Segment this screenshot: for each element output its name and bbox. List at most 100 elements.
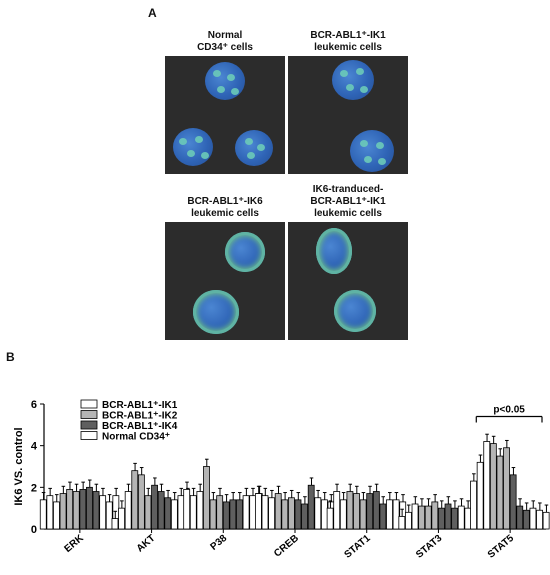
bar [170,499,178,530]
caption-line: BCR-ABL1⁺-IK6 [187,196,263,207]
bar [268,497,276,530]
bar [457,505,465,530]
bar [522,509,530,530]
bar [99,495,107,530]
bar [86,486,93,530]
bar [471,509,478,530]
bar [105,501,113,530]
caption-line: leukemic cells [191,208,259,219]
x-tick-label: STAT3 [414,533,445,561]
bar [222,501,230,530]
micrograph-ik6-transduced [288,222,408,340]
bar [261,495,269,530]
bar [438,507,445,530]
bar [242,495,250,530]
bar [255,493,263,530]
bar [203,466,210,530]
caption-line: leukemic cells [314,42,382,53]
x-tick-label: CREB [272,533,301,560]
bar [464,507,472,530]
caption-line: BCR-ABL1⁺-IK1 [310,196,386,207]
bar [496,455,504,530]
legend-swatch [80,410,98,419]
bar [301,503,309,530]
y-axis-label: IK6 VS. control [13,427,25,505]
bar [118,507,125,530]
bar [509,474,517,530]
caption-line: IK6-tranduced- [312,184,384,195]
bar [489,443,497,530]
bar [157,491,165,530]
bar [339,499,347,530]
bar [66,489,74,530]
bar [164,497,172,530]
bar [189,495,197,530]
y-tick-label: 0 [31,524,37,536]
bar [144,495,152,530]
bar [112,495,120,530]
legend-swatch [80,420,98,430]
bar [131,470,139,530]
bar [46,495,54,530]
legend-label: BCR-ABL1⁺-IK4 [102,421,178,432]
caption-line: BCR-ABL1⁺-IK1 [310,30,386,41]
caption-line: CD34⁺ cells [197,42,253,53]
bar [353,493,360,530]
bar [529,507,537,530]
bar [111,518,119,530]
bar [281,499,289,530]
y-tick-label: 4 [31,441,38,453]
legend-label: Normal CD34⁺ [102,432,170,443]
bar [333,491,341,530]
x-tick-label: ERK [63,532,87,554]
x-tick-label: STAT1 [342,533,373,561]
x-tick-label: STAT5 [486,533,517,561]
bar [216,495,224,530]
micrograph-ik1-leukemic [288,56,408,174]
panel-b-label: B [6,350,15,364]
bar [79,489,87,530]
bar [151,484,158,530]
bar [398,516,406,530]
bar [483,441,491,530]
bar [236,499,243,530]
bar [249,495,257,530]
bar [424,505,432,530]
bar [196,491,204,530]
bar [320,499,328,530]
bar [307,484,315,530]
bar [183,489,191,530]
significance-label: p<0.05 [493,405,525,416]
bar [327,501,335,530]
y-tick-label: 6 [31,399,37,411]
legend-swatch [80,431,98,440]
bar [536,509,543,530]
caption-ik6-transduced: IK6-tranduced- BCR-ABL1⁺-IK1 leukemic ce… [285,184,411,220]
bar [516,505,524,530]
bar [366,493,374,530]
bar [124,491,132,530]
bar [314,497,322,530]
bar [326,507,334,530]
bar [470,480,477,530]
bar [92,491,100,530]
bar [72,491,80,530]
bar [184,495,191,530]
bar [392,499,400,530]
bar [444,503,452,530]
bar [39,499,47,530]
bar [359,499,367,530]
caption-ik1-leukemic: BCR-ABL1⁺-IK1 leukemic cells [288,30,408,54]
bar [254,493,262,530]
bar [503,447,510,530]
caption-ik6-leukemic: BCR-ABL1⁺-IK6 leukemic cells [165,196,285,220]
bar [386,499,393,530]
micrograph-ik6-leukemic [165,222,285,340]
bar [405,511,412,530]
bar [418,505,426,530]
bar [274,493,282,530]
x-tick-label: AKT [135,533,158,555]
bar [287,497,295,530]
bar [399,501,407,530]
bar [294,499,302,530]
